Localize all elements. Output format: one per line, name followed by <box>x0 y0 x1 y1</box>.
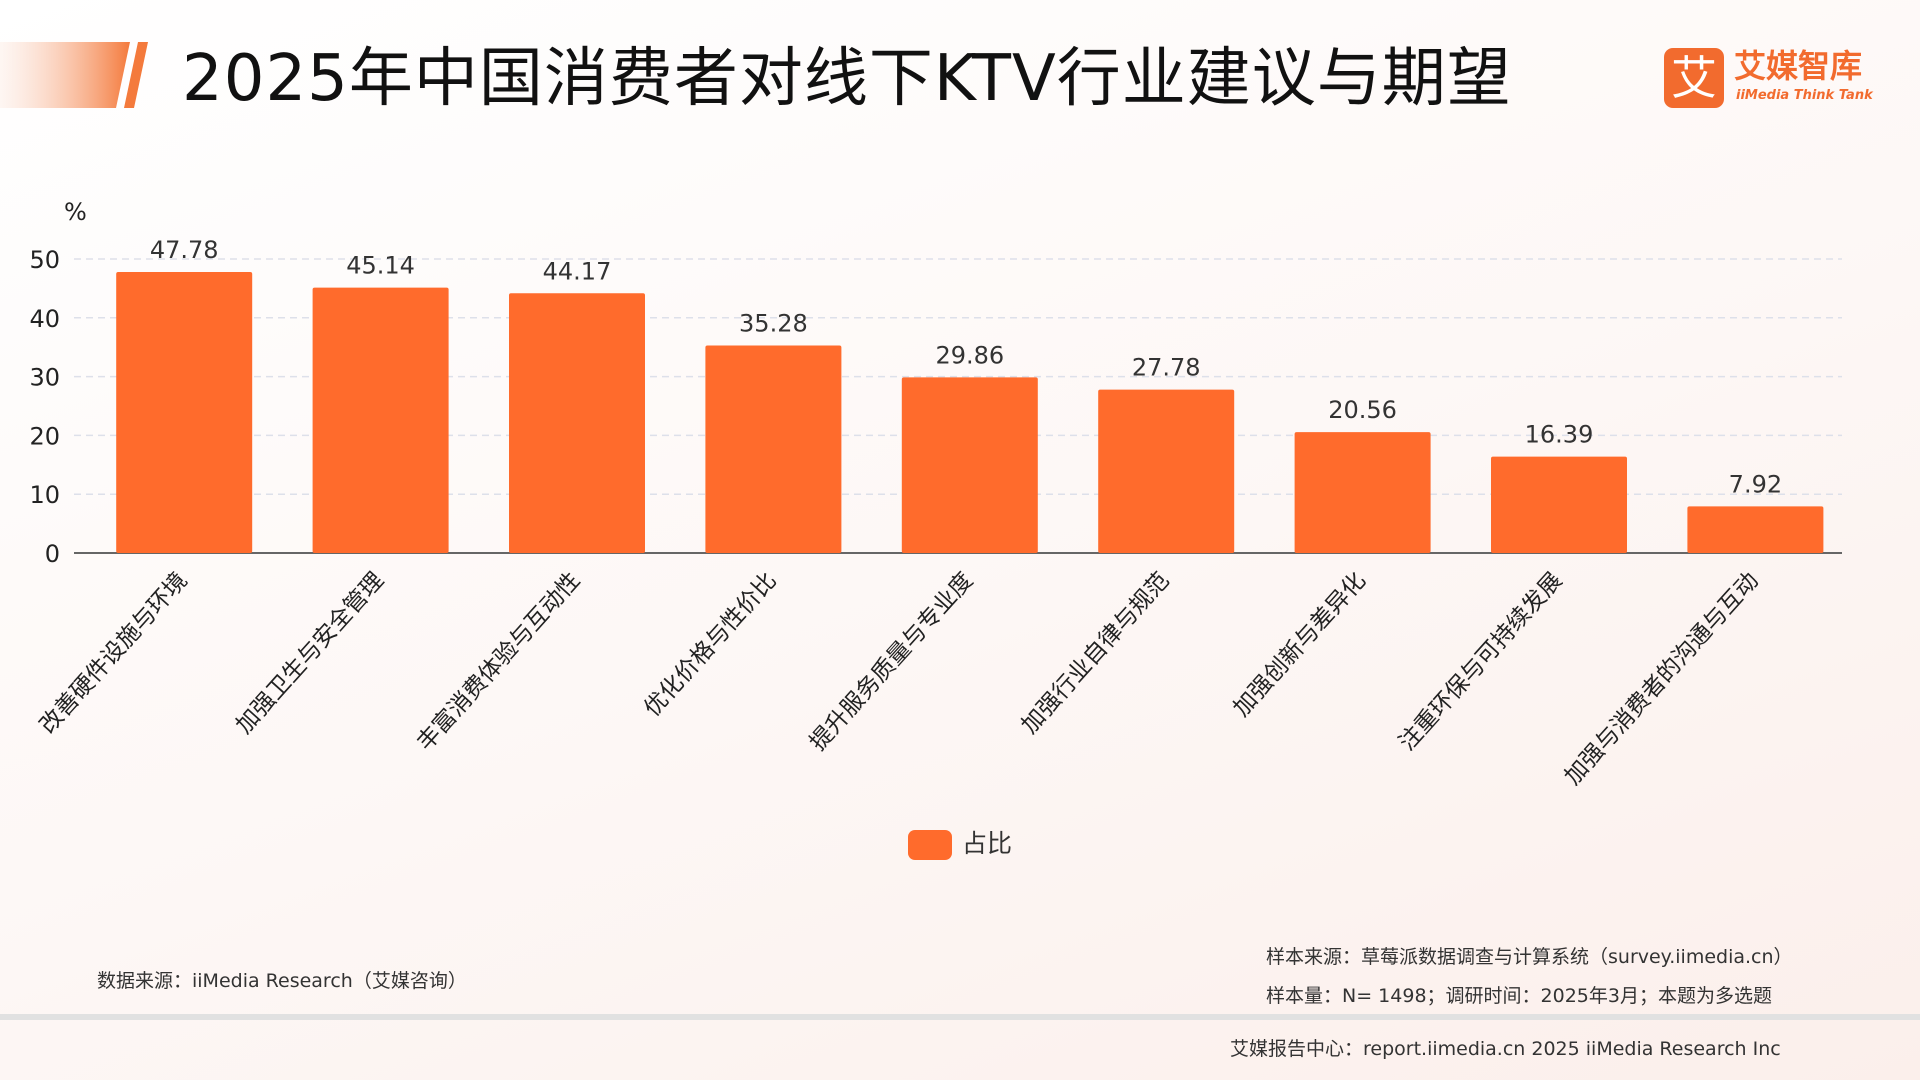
bar <box>509 293 645 553</box>
data-label: 44.17 <box>543 257 612 285</box>
data-label: 7.92 <box>1729 470 1782 498</box>
x-tick-label: 改善硬件设施与环境 <box>35 568 193 739</box>
data-label: 35.28 <box>739 310 808 338</box>
footer-text: 艾媒报告中心：report.iimedia.cn 2025 iiMedia Re… <box>1230 1038 1781 1060</box>
data-label: 20.56 <box>1328 396 1397 424</box>
sample-source-note: 样本来源：草莓派数据调查与计算系统（survey.iimedia.cn） <box>1266 946 1793 968</box>
page-title: 2025年中国消费者对线下KTV行业建议与期望 <box>182 42 1512 116</box>
x-tick-label: 加强与消费者的沟通与互动 <box>1560 568 1764 791</box>
bar <box>1491 456 1627 553</box>
bar <box>1294 432 1431 553</box>
brand-subtitle: iiMedia Think Tank <box>1736 88 1873 103</box>
data-label: 47.78 <box>150 236 219 264</box>
x-tick-label: 加强行业自律与规范 <box>1017 568 1175 739</box>
x-tick-label: 优化价格与性价比 <box>639 568 781 722</box>
data-label: 29.86 <box>935 341 1004 369</box>
y-axis-label: % <box>64 198 87 226</box>
data-label: 45.14 <box>346 252 415 280</box>
data-label: 16.39 <box>1525 421 1594 449</box>
y-tick-label: 50 <box>29 246 60 274</box>
data-label: 27.78 <box>1132 354 1201 382</box>
y-tick-label: 20 <box>29 422 60 450</box>
bar <box>116 272 253 553</box>
y-tick-label: 30 <box>29 364 60 392</box>
legend-swatch <box>908 830 952 860</box>
bar <box>705 345 842 553</box>
y-tick-label: 0 <box>45 540 60 568</box>
x-tick-label: 提升服务质量与专业度 <box>805 568 978 756</box>
x-tick-label: 加强创新与差异化 <box>1229 568 1371 722</box>
brand-name: 艾媒智库 <box>1734 47 1863 85</box>
x-tick-label: 丰富消费体验与互动性 <box>412 568 585 756</box>
x-tick-label: 加强卫生与安全管理 <box>231 568 389 739</box>
legend-label: 占比 <box>962 829 1013 858</box>
bar <box>312 287 449 553</box>
x-tick-label: 注重环保与可持续发展 <box>1394 568 1567 756</box>
bar <box>1098 389 1235 553</box>
sample-size-note: 样本量：N= 1498；调研时间：2025年3月；本题为多选题 <box>1266 985 1772 1007</box>
y-tick-label: 40 <box>29 305 60 333</box>
bar <box>901 377 1038 553</box>
brand-logo: 艾 艾媒智库 iiMedia Think Tank <box>1664 46 1873 112</box>
brand-mark: 艾 <box>1664 48 1724 108</box>
y-tick-label: 10 <box>29 481 60 509</box>
data-source-note: 数据来源：iiMedia Research（艾媒咨询） <box>97 970 467 992</box>
footer-divider <box>0 1014 1920 1020</box>
bar <box>1687 506 1824 553</box>
